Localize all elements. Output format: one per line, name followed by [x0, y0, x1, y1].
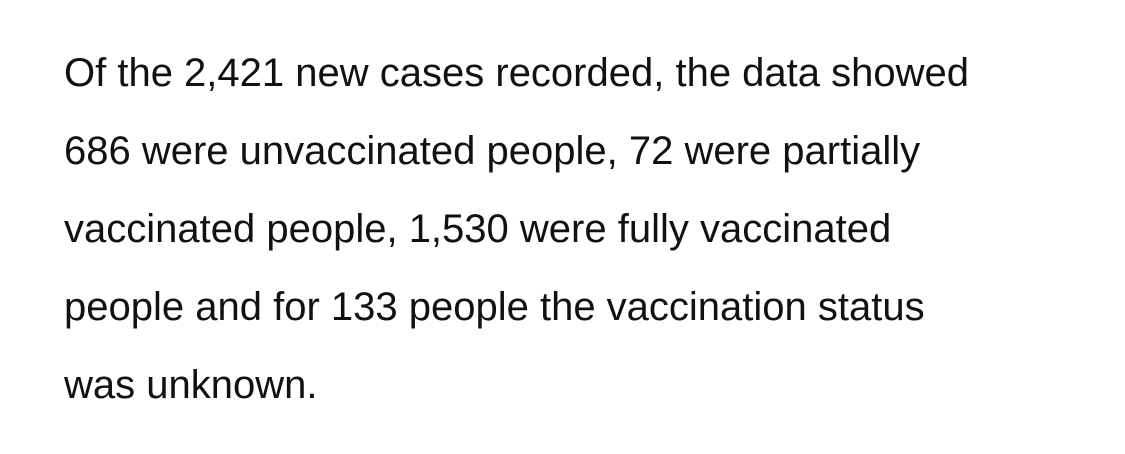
- paragraph-line-3: vaccinated people, 1,530 were fully vacc…: [64, 207, 892, 251]
- paragraph-line-5: was unknown.: [64, 363, 318, 407]
- paragraph-line-4: people and for 133 people the vaccinatio…: [64, 285, 925, 329]
- paragraph-line-1: Of the 2,421 new cases recorded, the dat…: [64, 51, 970, 95]
- article-paragraph: Of the 2,421 new cases recorded, the dat…: [64, 34, 1104, 424]
- paragraph-line-2: 686 were unvaccinated people, 72 were pa…: [64, 129, 921, 173]
